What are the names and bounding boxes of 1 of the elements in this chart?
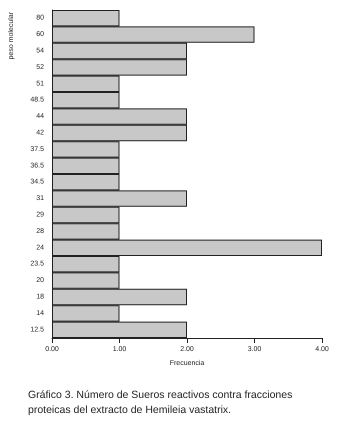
- text: Gráfico 3. Número de Sueros reactivos contra fracciones proteicas del extracto de Hemileia vastatrix.: [28, 388, 294, 418]
